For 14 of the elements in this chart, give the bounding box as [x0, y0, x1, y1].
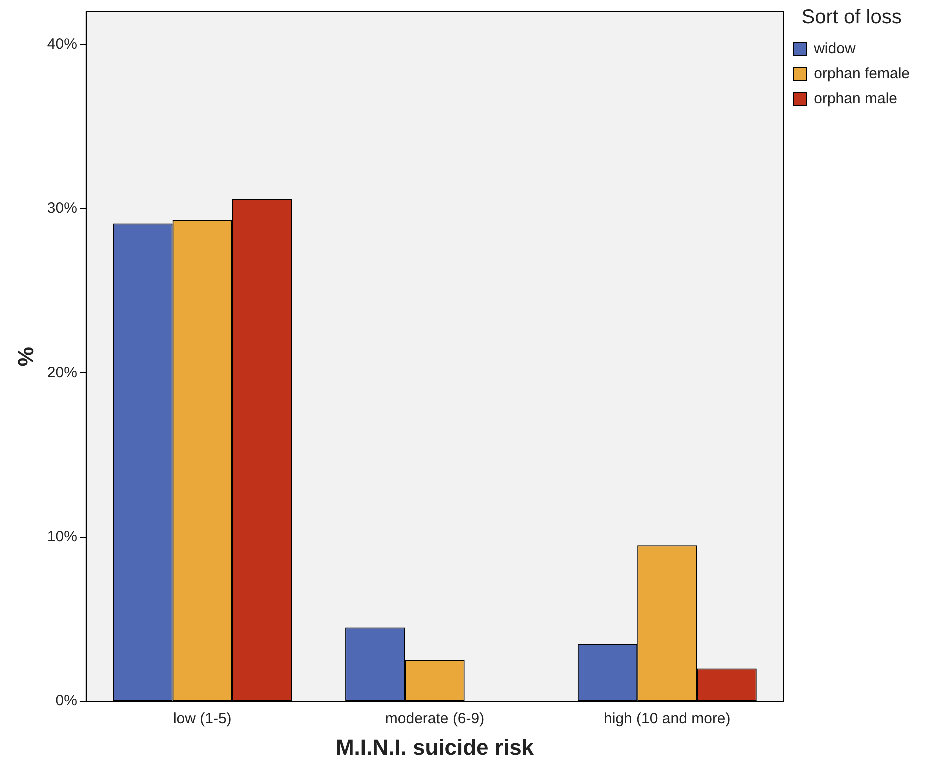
x-tick-label: low (1-5): [173, 710, 232, 728]
y-axis-title: %: [13, 347, 38, 367]
x-axis-title: M.I.N.I. suicide risk: [336, 734, 535, 760]
y-tick-label: 0%: [56, 692, 78, 710]
legend-title: Sort of loss: [802, 6, 902, 29]
y-tick-label: 40%: [47, 36, 78, 53]
x-tick-label: high (10 and more): [604, 710, 731, 728]
x-tick-label: moderate (6-9): [385, 710, 485, 728]
y-tick-label: 30%: [47, 200, 78, 218]
y-tick-label: 10%: [47, 528, 78, 546]
legend-label: widow: [813, 40, 856, 58]
y-tick-label: 20%: [47, 364, 78, 382]
legend-label: orphan male: [814, 90, 898, 108]
legend-label: orphan female: [814, 66, 910, 83]
